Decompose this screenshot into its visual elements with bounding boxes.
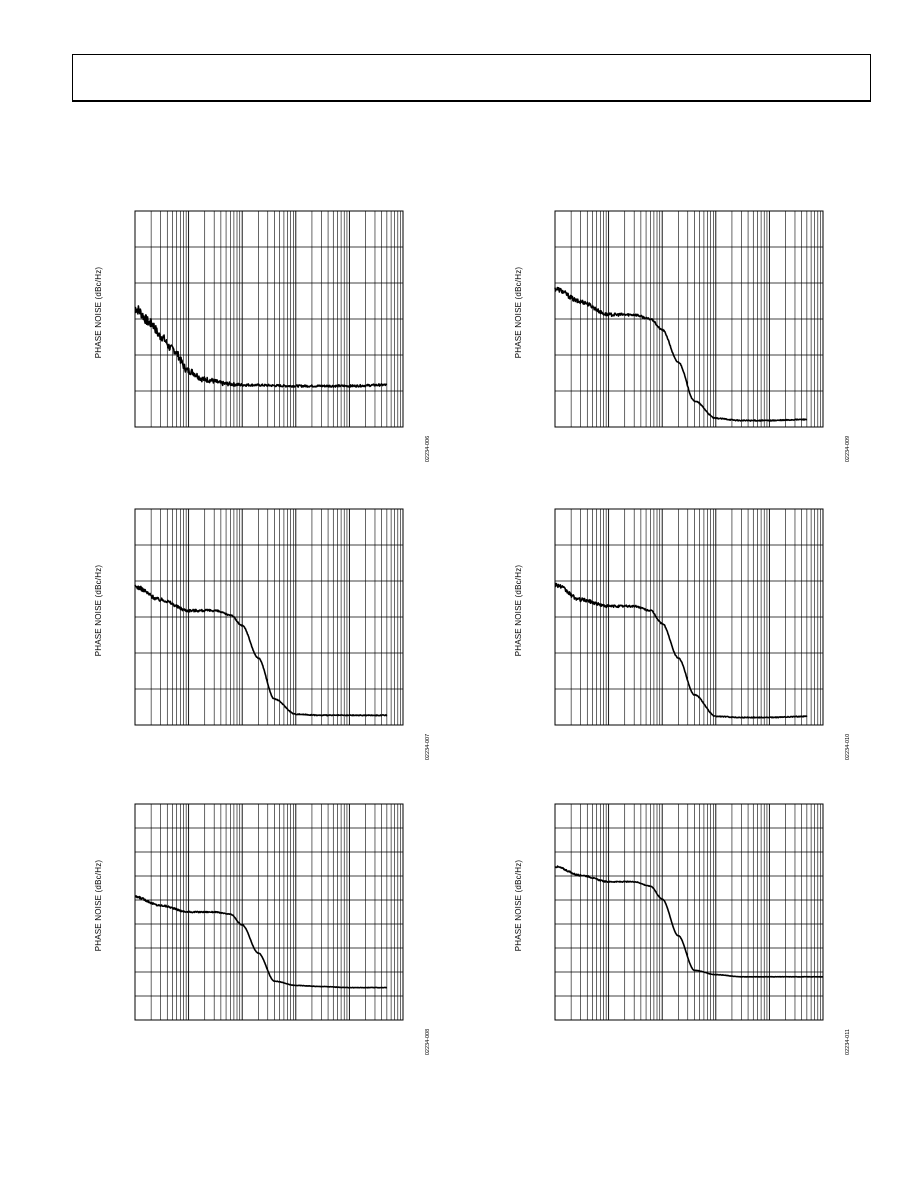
chart-svg: PHASE NOISE (dBc/Hz) 02234-008 [94,803,431,1055]
chart-2: PHASE NOISE (dBc/Hz) 02234-009 [506,205,856,465]
chart-svg: PHASE NOISE (dBc/Hz) 02234-007 [94,508,431,760]
series-line [554,582,808,719]
chart-3: PHASE NOISE (dBc/Hz) 02234-007 [86,503,436,763]
plot-frame [134,803,404,1021]
figure-id: 02234-009 [845,436,851,462]
chart-svg: PHASE NOISE (dBc/Hz) 02234-009 [514,210,851,462]
figure-id: 02234-011 [845,1029,851,1055]
series-line [554,286,808,422]
plot-frame [554,803,824,1021]
series-line [554,865,824,978]
y-axis-label: PHASE NOISE (dBc/Hz) [514,267,523,359]
figure-id: 02234-007 [425,734,431,760]
chart-svg: PHASE NOISE (dBc/Hz) 02234-010 [514,508,851,760]
y-axis-label: PHASE NOISE (dBc/Hz) [94,860,103,952]
series-line [134,305,388,388]
figure-id: 02234-010 [845,734,851,760]
y-axis-label: PHASE NOISE (dBc/Hz) [94,565,103,657]
chart-4: PHASE NOISE (dBc/Hz) 02234-010 [506,503,856,763]
plot-frame [554,210,824,428]
chart-6: PHASE NOISE (dBc/Hz) 02234-011 [506,798,856,1058]
page-header-box [72,54,871,102]
series-line [134,584,388,717]
y-axis-label: PHASE NOISE (dBc/Hz) [514,860,523,952]
series-line [134,895,388,989]
figure-id: 02234-006 [425,436,431,462]
y-axis-label: PHASE NOISE (dBc/Hz) [514,565,523,657]
figure-id: 02234-008 [425,1029,431,1055]
chart-svg: PHASE NOISE (dBc/Hz) 02234-011 [514,803,851,1055]
plot-frame [554,508,824,726]
plot-frame [134,210,404,428]
chart-1: PHASE NOISE (dBc/Hz) 02234-006 [86,205,436,465]
chart-5: PHASE NOISE (dBc/Hz) 02234-008 [86,798,436,1058]
y-axis-label: PHASE NOISE (dBc/Hz) [94,267,103,359]
plot-frame [134,508,404,726]
chart-svg: PHASE NOISE (dBc/Hz) 02234-006 [94,210,431,462]
